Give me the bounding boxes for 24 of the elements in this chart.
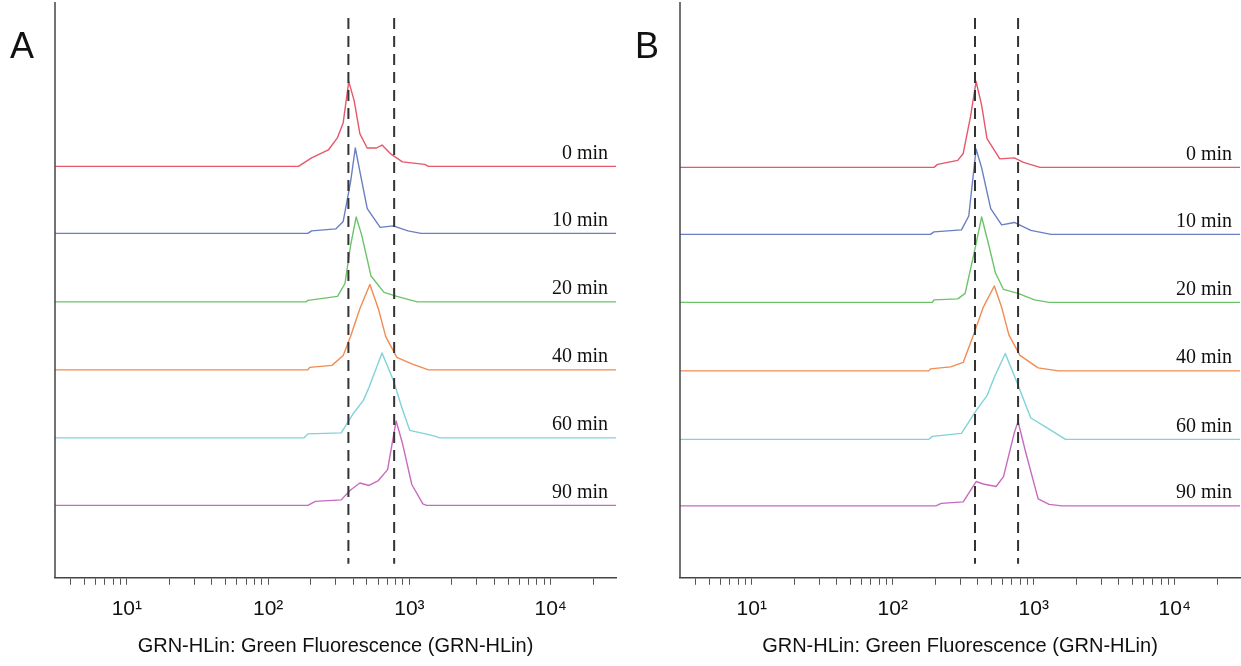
series-label: 40 min <box>551 344 608 367</box>
chart-title: B <box>635 25 660 66</box>
series-label: 10 min <box>1175 208 1232 231</box>
x-tick-label: 10¹ <box>111 596 143 620</box>
x-tick-label: 10² <box>252 596 284 620</box>
series-label: 10 min <box>551 207 608 230</box>
x-tick-label: 10⁴ <box>534 596 567 620</box>
x-tick-label: 10⁴ <box>1158 596 1191 620</box>
x-tick-label: 10¹ <box>736 596 767 620</box>
series-label: 40 min <box>1175 345 1232 368</box>
series-label: 90 min <box>551 479 608 502</box>
x-tick-label: 10³ <box>394 596 425 620</box>
x-axis-title: GRN-HLin: Green Fluorescence (GRN-HLin) <box>762 633 1158 656</box>
x-tick-label: 10³ <box>1018 596 1049 620</box>
x-axis-title: GRN-HLin: Green Fluorescence (GRN-HLin) <box>137 633 534 656</box>
series-label: 60 min <box>551 412 608 435</box>
chart-title: A <box>10 25 35 66</box>
series-label: 0 min <box>1185 141 1232 164</box>
series-label: 20 min <box>551 276 608 299</box>
series-label: 90 min <box>1175 480 1232 503</box>
series-label: 20 min <box>1175 276 1232 299</box>
x-tick-label: 10² <box>877 596 908 620</box>
series-label: 0 min <box>561 140 608 163</box>
series-label: 60 min <box>1175 413 1232 436</box>
